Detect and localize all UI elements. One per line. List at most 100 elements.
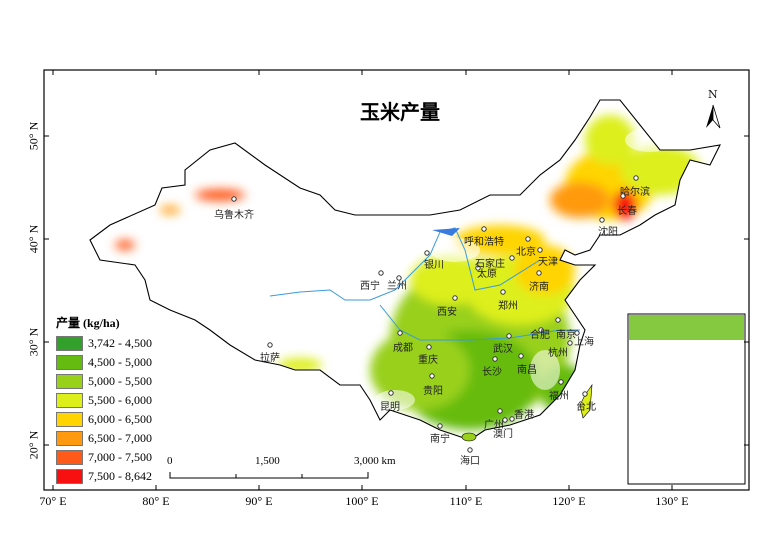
city-label: 西安 [437,307,457,318]
x-tick-label: 80° E [142,494,170,508]
city-marker-icon [633,175,639,181]
city-marker-icon [492,356,498,362]
x-tick-label: 130° E [655,494,689,508]
city-marker-icon [518,353,524,359]
x-tick-label: 120° E [552,494,586,508]
legend-swatch [56,431,83,446]
city-label: 成都 [393,343,413,354]
legend-label: 5,500 - 6,000 [88,393,152,407]
city-label: 南昌 [517,365,537,376]
city-marker-icon [378,270,384,276]
scale-label-0: 0 [167,455,173,467]
legend-title: 产量 (kg/ha) [56,316,120,330]
city-marker-icon [500,289,506,295]
city-marker-icon [497,408,503,414]
city-label: 西宁 [360,281,380,292]
city-marker-icon [467,447,473,453]
city-label: 杭州 [548,348,568,359]
legend: 产量 (kg/ha) 3,742 - 4,500 4,500 - 5,000 5,0… [56,314,152,486]
legend-item: 3,742 - 4,500 [56,334,152,353]
city-label: 海口 [460,456,480,467]
legend-item: 5,000 - 5,500 [56,372,152,391]
scale-label-3000: 3,000 km [354,455,396,467]
city-label: 武汉 [493,344,513,355]
x-tick-label: 90° E [245,494,273,508]
legend-label: 7,000 - 7,500 [88,450,152,464]
north-label: N [708,88,718,101]
yellow-river-bend [432,228,460,236]
x-tick-label: 100° E [345,494,379,508]
city-label: 银川 [424,260,444,271]
legend-label: 5,000 - 5,500 [88,374,152,388]
legend-item: 4,500 - 5,000 [56,353,152,372]
city-marker-icon [475,265,481,271]
city-label: 广州 [484,420,504,431]
city-marker-icon [538,327,544,333]
city-marker-icon [599,217,605,223]
south-sea-inset [627,313,746,485]
city-marker-icon [536,270,542,276]
rivers [269,227,580,341]
legend-swatch [56,336,83,351]
legend-item: 7,000 - 7,500 [56,448,152,467]
city-label: 石家庄 [475,259,505,270]
city-marker-icon [429,373,435,379]
city-label: 长沙 [482,367,502,378]
city-marker-icon [437,423,443,429]
legend-swatch [56,393,83,408]
city-marker-icon [506,333,512,339]
city-label: 呼和浩特 [464,237,504,248]
city-marker-icon [267,342,273,348]
city-label: 上海 [574,337,594,348]
legend-label: 3,742 - 4,500 [88,336,152,350]
city-label: 郑州 [498,301,518,312]
city-label: 天津 [538,257,558,268]
city-label: 贵阳 [423,386,443,397]
scale-bar [169,472,369,479]
city-marker-icon [509,416,515,422]
city-marker-icon [231,196,237,202]
city-marker-icon [426,344,432,350]
city-label: 南宁 [430,434,450,445]
city-marker-icon [388,390,394,396]
hainan [461,432,477,442]
scale-label-1500: 1,500 [255,455,280,467]
city-marker-icon [567,340,573,346]
city-label: 重庆 [418,355,438,366]
legend-swatch [56,374,83,389]
city-marker-icon [424,250,430,256]
legend-swatch [56,412,83,427]
legend-swatch [56,450,83,465]
city-marker-icon [558,379,564,385]
inset-raster [629,315,744,340]
city-label: 济南 [529,282,549,293]
legend-label: 7,500 - 8,642 [88,469,152,483]
city-label: 香港 [514,410,534,421]
legend-item: 5,500 - 6,000 [56,391,152,410]
legend-swatch [56,469,83,484]
city-marker-icon [396,275,402,281]
city-marker-icon [574,330,580,336]
city-label: 南京 [556,330,576,341]
city-label: 合肥 [530,330,550,341]
city-label: 福州 [549,391,569,402]
x-tick-label: 70° E [39,494,67,508]
y-tick-label: 30° N [26,327,41,357]
city-label: 北京 [516,247,536,258]
legend-label: 4,500 - 5,000 [88,355,152,369]
legend-item: 6,000 - 6,500 [56,410,152,429]
city-label: 拉萨 [260,353,280,364]
city-marker-icon [620,193,626,199]
city-label: 兰州 [387,281,407,292]
taiwan [579,383,593,419]
city-label: 台北 [576,402,596,413]
city-label: 昆明 [380,402,400,413]
legend-swatch [56,355,83,370]
city-marker-icon [502,417,508,423]
legend-label: 6,000 - 6,500 [88,412,152,426]
north-arrow-icon [706,104,721,129]
city-label: 长春 [617,206,637,217]
x-tick-label: 110° E [449,494,483,508]
legend-label: 6,500 - 7,000 [88,431,152,445]
